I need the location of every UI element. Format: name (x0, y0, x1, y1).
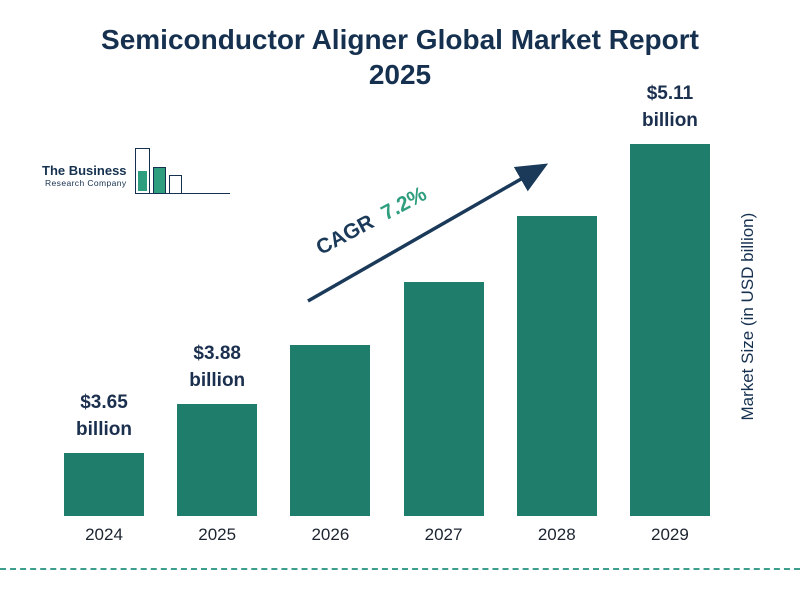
logo-text: The Business Research Company (42, 163, 127, 188)
bar-2025 (177, 404, 258, 516)
bar-value-label: $5.11 billion (641, 82, 698, 132)
x-axis-label-2025: 2025 (198, 525, 237, 544)
bar-chart-logo-icon (134, 148, 230, 194)
logo: The Business Research Company (42, 148, 230, 194)
bars: $3.65 billion $3.88 billion $5.11 billion (62, 83, 712, 516)
logo-name: The Business (42, 163, 127, 178)
bar-value-label: $3.65 billion (76, 391, 132, 441)
bar-2029 (629, 144, 710, 516)
logo-subname: Research Company (45, 178, 127, 188)
x-axis-label-2029: 2029 (651, 525, 689, 544)
logo-bar-tall (134, 148, 150, 194)
bar-chart: $3.65 billion $3.88 billion $5.11 billion … (62, 83, 712, 545)
bar-2028 (516, 216, 597, 516)
x-axis-labels: 2024 2025 2026 2027 2028 2029 (62, 525, 712, 545)
bar-value-label: $3.88 billion (189, 342, 246, 392)
x-axis-label-2026: 2026 (311, 525, 350, 544)
bar-2024 (64, 453, 144, 516)
bar-group-2025: $3.88 billion (175, 340, 259, 516)
bar-group-2029: $5.11 billion (628, 80, 712, 516)
x-axis-label-2024: 2024 (85, 525, 123, 544)
bar-group-2026 (288, 345, 372, 516)
logo-baseline (134, 192, 230, 194)
bar-group-2024: $3.65 billion (62, 389, 146, 516)
x-axis-label-2027: 2027 (424, 525, 463, 544)
bar-group-2028 (515, 216, 599, 516)
bar-2026 (290, 345, 371, 516)
bar-group-2027 (402, 282, 486, 516)
bottom-dashed-line (0, 568, 800, 570)
page-title: Semiconductor Aligner Global Market Repo… (101, 24, 699, 90)
x-axis-label-2028: 2028 (537, 525, 576, 544)
bar-2027 (403, 282, 484, 516)
y-axis-title: Market Size (in USD billion) (738, 212, 757, 421)
